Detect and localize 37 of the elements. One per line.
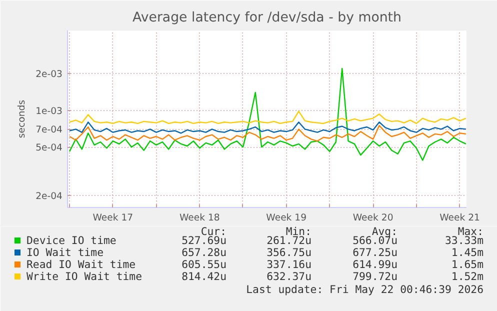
- text: 814.42u: [182, 270, 227, 283]
- y-tick-label: 5e-04: [36, 142, 63, 154]
- legend-label: Read IO Wait time: [26, 258, 136, 271]
- text: 605.55u: [182, 258, 227, 271]
- y-tick-label: 1e-03: [36, 106, 63, 117]
- x-tick-label: Week 20: [352, 212, 394, 224]
- chart-title: Average latency for /dev/sda - by month: [132, 10, 402, 26]
- legend-label: IO Wait time: [26, 246, 104, 259]
- line-series: [68, 124, 466, 142]
- text: 1.52m: [451, 270, 484, 283]
- text: 677.25u: [352, 246, 398, 259]
- x-tick-label: Week 17: [92, 212, 134, 224]
- text: 614.99u: [352, 258, 398, 271]
- x-tick-label: Week 18: [179, 212, 220, 224]
- text: 632.37u: [266, 270, 312, 283]
- line-series: [68, 110, 466, 124]
- text: 527.69u: [182, 234, 227, 247]
- line-series: [68, 122, 466, 134]
- x-tick-label: Week 21: [440, 212, 480, 224]
- line-series: [68, 68, 466, 161]
- y-tick-label: 7e-04: [36, 124, 63, 136]
- text: 356.75u: [266, 246, 312, 259]
- y-tick-label: 2e-03: [36, 69, 63, 80]
- text: 1.45m: [451, 246, 484, 259]
- text: 1.65m: [451, 258, 484, 271]
- text: Avg:: [372, 225, 398, 238]
- x-tick-label: Week 19: [266, 212, 307, 224]
- text: 799.72u: [352, 270, 398, 283]
- y-tick-label: 2e-04: [36, 191, 63, 202]
- text: 261.72u: [266, 234, 312, 247]
- legend-label: Write IO Wait time: [26, 270, 142, 283]
- legend-label: Device IO time: [26, 234, 116, 247]
- text: 657.28u: [182, 246, 227, 259]
- y-axis-title: seconds: [16, 100, 28, 138]
- text: Last update: Fri May 22 00:46:39 2026: [246, 283, 484, 296]
- text: 337.16u: [266, 258, 312, 271]
- text: 33.33m: [445, 234, 484, 247]
